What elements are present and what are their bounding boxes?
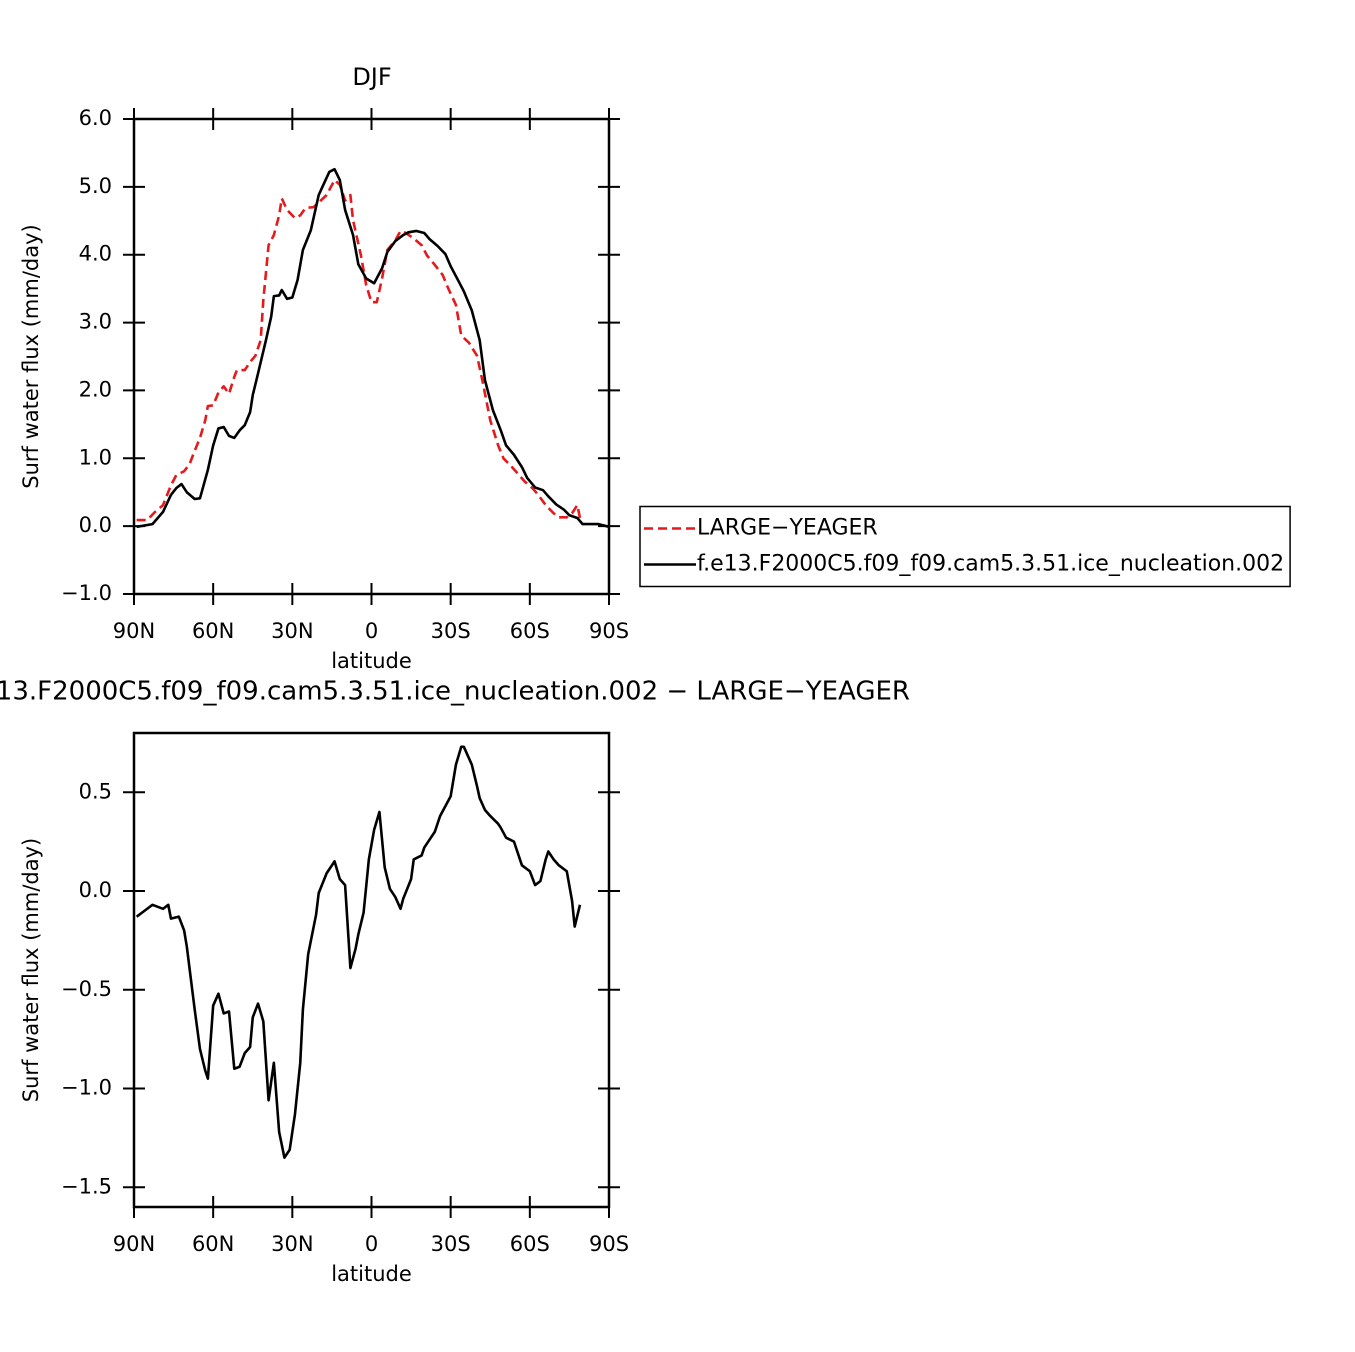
x-tick-label: 90N	[113, 619, 155, 643]
legend-label: LARGE−YEAGER	[697, 516, 878, 541]
x-tick-label: 60S	[510, 1232, 550, 1256]
x-tick-label: 60N	[192, 1232, 234, 1256]
legend-box	[639, 505, 1291, 588]
x-tick-label: 60N	[192, 619, 234, 643]
data-line	[136, 178, 582, 522]
y-tick-label: −1.5	[61, 1174, 112, 1198]
panel: f.e13.F2000C5.f09_f09.cam5.3.51.ice_nucl…	[0, 677, 910, 1287]
x-tick-label: 60S	[510, 619, 550, 643]
x-tick-label: 0	[365, 619, 378, 643]
y-tick-label: −1.0	[61, 1076, 112, 1100]
y-tick-label: 6.0	[79, 106, 112, 130]
y-tick-label: 0.5	[79, 779, 112, 803]
y-tick-label: 3.0	[79, 310, 112, 334]
y-tick-label: 4.0	[79, 242, 112, 266]
x-tick-label: 30S	[431, 1232, 471, 1256]
x-tick-label: 90S	[589, 1232, 629, 1256]
y-tick-label: 0.0	[79, 878, 112, 902]
x-tick-label: 0	[365, 1232, 378, 1256]
chart-title: f.e13.F2000C5.f09_f09.cam5.3.51.ice_nucl…	[0, 677, 910, 707]
x-tick-label: 90N	[113, 1232, 155, 1256]
y-tick-label: −0.5	[61, 977, 112, 1001]
legend-label: f.e13.F2000C5.f09_f09.cam5.3.51.ice_nucl…	[697, 552, 1284, 577]
x-tick-label: 90S	[589, 619, 629, 643]
y-tick-label: −1.0	[61, 581, 112, 605]
panel: DJF −1.0 0.0 1.0 2.0 3.0 4.0 5.0 6.0 90N 60N 30N 0 30…	[19, 63, 1291, 673]
x-tick-label: 30N	[271, 619, 313, 643]
x-tick-label: 30N	[271, 1232, 313, 1256]
plot-frame	[132, 731, 611, 1209]
y-axis-label: Surf water flux (mm/day)	[19, 838, 43, 1103]
y-tick-label: 0.0	[79, 513, 112, 537]
x-axis-label: latitude	[331, 649, 412, 673]
plot-frame	[132, 117, 611, 596]
y-tick-label: 1.0	[79, 445, 112, 469]
legend: LARGE−YEAGER f.e13.F2000C5.f09_f09.cam5.3…	[639, 505, 1291, 588]
data-line	[135, 745, 582, 1159]
y-tick-label: 2.0	[79, 377, 112, 401]
chart-title: DJF	[352, 63, 391, 91]
x-axis-label: latitude	[331, 1262, 412, 1286]
y-tick-label: 5.0	[79, 174, 112, 198]
x-tick-label: 30S	[431, 619, 471, 643]
data-line	[136, 167, 610, 529]
y-axis-label: Surf water flux (mm/day)	[19, 224, 43, 489]
